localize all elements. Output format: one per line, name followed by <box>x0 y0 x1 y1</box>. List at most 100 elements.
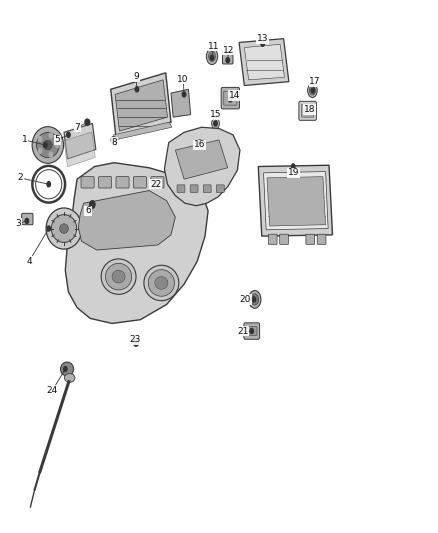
Text: 22: 22 <box>150 180 161 189</box>
Circle shape <box>307 84 317 98</box>
Text: 14: 14 <box>229 91 240 100</box>
FancyBboxPatch shape <box>299 101 316 120</box>
FancyBboxPatch shape <box>306 234 314 244</box>
Circle shape <box>229 97 232 102</box>
FancyBboxPatch shape <box>116 176 129 188</box>
Circle shape <box>154 183 158 188</box>
Circle shape <box>198 140 201 145</box>
FancyBboxPatch shape <box>151 176 164 188</box>
Text: 2: 2 <box>18 173 23 182</box>
Circle shape <box>251 294 259 305</box>
Polygon shape <box>244 44 285 80</box>
FancyBboxPatch shape <box>301 104 314 117</box>
Ellipse shape <box>148 270 174 296</box>
Circle shape <box>47 182 50 187</box>
FancyBboxPatch shape <box>317 234 326 244</box>
FancyBboxPatch shape <box>244 323 260 340</box>
Circle shape <box>49 133 53 138</box>
Ellipse shape <box>101 259 136 294</box>
FancyBboxPatch shape <box>221 87 240 109</box>
Text: 23: 23 <box>130 335 141 344</box>
Circle shape <box>226 58 230 63</box>
Circle shape <box>212 118 219 129</box>
Ellipse shape <box>60 362 74 376</box>
Circle shape <box>90 202 93 207</box>
Circle shape <box>113 138 116 142</box>
Text: 16: 16 <box>194 141 205 149</box>
FancyBboxPatch shape <box>268 234 277 244</box>
Circle shape <box>304 108 307 114</box>
Ellipse shape <box>51 215 77 243</box>
Polygon shape <box>113 122 172 140</box>
Polygon shape <box>64 124 96 159</box>
Polygon shape <box>264 172 328 230</box>
Ellipse shape <box>43 140 52 150</box>
Text: 3: 3 <box>15 219 21 228</box>
Text: 10: 10 <box>177 75 189 84</box>
Text: 12: 12 <box>223 45 234 54</box>
Text: 24: 24 <box>46 386 58 395</box>
FancyBboxPatch shape <box>280 234 288 244</box>
Text: 19: 19 <box>287 168 299 177</box>
Polygon shape <box>65 163 208 324</box>
Text: 8: 8 <box>111 138 117 147</box>
Circle shape <box>291 164 295 169</box>
Circle shape <box>64 367 67 372</box>
Circle shape <box>311 88 314 93</box>
Circle shape <box>111 137 116 143</box>
Text: 18: 18 <box>304 105 315 114</box>
Circle shape <box>135 87 139 92</box>
Text: 15: 15 <box>210 110 221 119</box>
Polygon shape <box>175 140 228 179</box>
Circle shape <box>90 201 95 208</box>
Ellipse shape <box>144 265 179 301</box>
Circle shape <box>134 338 139 346</box>
Circle shape <box>43 142 47 148</box>
Text: 9: 9 <box>133 72 139 81</box>
FancyBboxPatch shape <box>99 176 112 188</box>
Circle shape <box>210 55 214 60</box>
Circle shape <box>56 142 59 148</box>
Circle shape <box>47 226 50 231</box>
Ellipse shape <box>112 270 125 283</box>
Circle shape <box>86 120 90 125</box>
Text: 5: 5 <box>55 135 60 144</box>
FancyBboxPatch shape <box>247 327 257 335</box>
Ellipse shape <box>46 208 82 249</box>
Text: 17: 17 <box>309 77 321 86</box>
FancyBboxPatch shape <box>134 176 147 188</box>
Circle shape <box>206 48 218 64</box>
Polygon shape <box>78 191 175 250</box>
FancyBboxPatch shape <box>216 185 224 192</box>
Text: 4: 4 <box>26 257 32 266</box>
Polygon shape <box>64 132 95 167</box>
FancyBboxPatch shape <box>177 185 185 192</box>
Circle shape <box>134 340 138 345</box>
FancyBboxPatch shape <box>223 51 233 64</box>
Circle shape <box>25 219 28 223</box>
Ellipse shape <box>36 132 59 158</box>
Circle shape <box>249 290 261 308</box>
Polygon shape <box>171 90 191 117</box>
Circle shape <box>39 148 42 154</box>
Circle shape <box>250 328 254 334</box>
Circle shape <box>85 119 89 125</box>
Polygon shape <box>258 165 332 236</box>
Text: 21: 21 <box>237 327 249 336</box>
Circle shape <box>252 297 256 302</box>
Ellipse shape <box>64 374 75 382</box>
Circle shape <box>261 41 265 46</box>
Circle shape <box>67 132 70 138</box>
FancyBboxPatch shape <box>203 185 211 192</box>
FancyBboxPatch shape <box>224 91 237 105</box>
Circle shape <box>309 86 315 95</box>
Circle shape <box>182 92 186 97</box>
Text: 13: 13 <box>257 34 268 43</box>
Polygon shape <box>115 80 167 131</box>
Circle shape <box>49 152 53 157</box>
Circle shape <box>39 136 42 142</box>
FancyBboxPatch shape <box>21 213 33 225</box>
FancyBboxPatch shape <box>81 176 94 188</box>
Text: 11: 11 <box>208 42 219 51</box>
Ellipse shape <box>32 127 64 163</box>
